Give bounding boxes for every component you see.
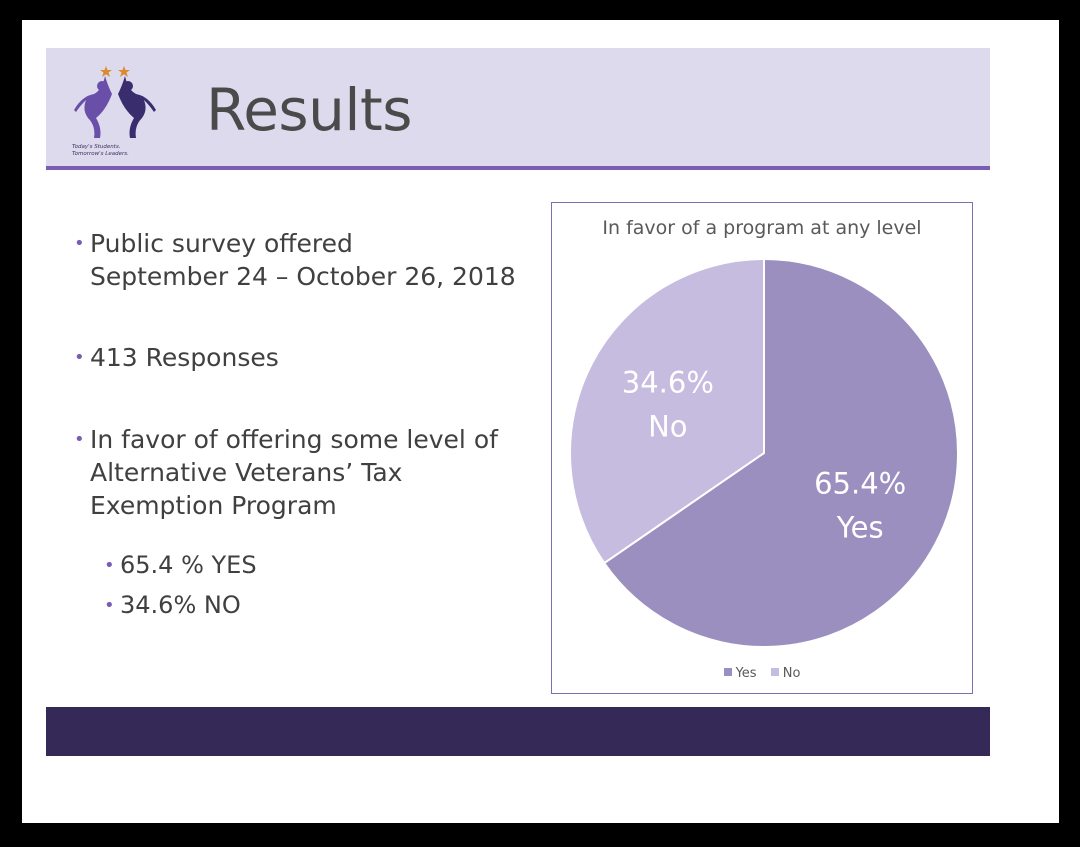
chart-title: In favor of a program at any level — [602, 217, 922, 239]
data-label-yes-pct: 65.4% — [814, 467, 906, 501]
data-label-no-name: No — [648, 409, 687, 443]
bullet-item: • Public survey offered September 24 – O… — [74, 227, 554, 293]
bullet-line: In favor of offering some level of — [90, 425, 498, 454]
logo-figures-icon — [74, 66, 156, 138]
bullet-line: Public survey offered — [90, 229, 353, 258]
bullet-dot-icon: • — [104, 595, 115, 616]
legend-swatch-yes — [723, 668, 732, 676]
bullet-item: • In favor of offering some level of Alt… — [74, 423, 554, 522]
bullet-subitem: • 65.4 % YES — [74, 549, 554, 582]
logo: Today's Students. Tomorrow's Leaders. — [72, 64, 158, 164]
data-label-yes-name: Yes — [836, 511, 884, 545]
bullet-line: 413 Responses — [90, 343, 279, 372]
bullet-line: 34.6% NO — [120, 591, 241, 619]
legend-item-no: No — [770, 666, 801, 681]
bullet-line: 65.4 % YES — [120, 551, 257, 579]
bullet-subitem: • 34.6% NO — [74, 589, 554, 622]
chart-legend: Yes No — [552, 666, 972, 681]
slide-title: Results — [206, 76, 412, 144]
star-icon — [118, 66, 130, 77]
bullet-dot-icon: • — [74, 429, 85, 450]
pie-chart: In favor of a program at any level 65.4%… — [551, 202, 973, 694]
bullet-dot-icon: • — [74, 233, 85, 254]
bullet-dot-icon: • — [104, 555, 115, 576]
logo-tagline: Today's Students. Tomorrow's Leaders. — [72, 144, 158, 158]
bullet-dot-icon: • — [74, 347, 85, 368]
legend-label-no: No — [782, 666, 801, 681]
header-band — [46, 48, 990, 166]
pie-slice-yes — [602, 257, 959, 648]
bullet-item: • 413 Responses — [74, 341, 554, 374]
bullet-line: Exemption Program — [90, 491, 337, 520]
bullet-line: September 24 – October 26, 2018 — [90, 262, 516, 291]
footer-band — [46, 707, 990, 756]
pie-chart-plot: 65.4% Yes 34.6% No — [569, 257, 959, 648]
legend-label-yes: Yes — [735, 666, 757, 681]
header-divider — [46, 166, 990, 170]
legend-item-yes: Yes — [723, 666, 757, 681]
pie-slice-no — [569, 257, 765, 565]
star-icon — [100, 66, 112, 77]
data-label-no-pct: 34.6% — [622, 365, 714, 399]
bullet-line: Alternative Veterans’ Tax — [90, 458, 403, 487]
logo-tagline-line1: Today's Students. — [72, 144, 121, 150]
legend-swatch-no — [770, 668, 779, 676]
logo-tagline-line2: Tomorrow's Leaders. — [72, 151, 129, 157]
